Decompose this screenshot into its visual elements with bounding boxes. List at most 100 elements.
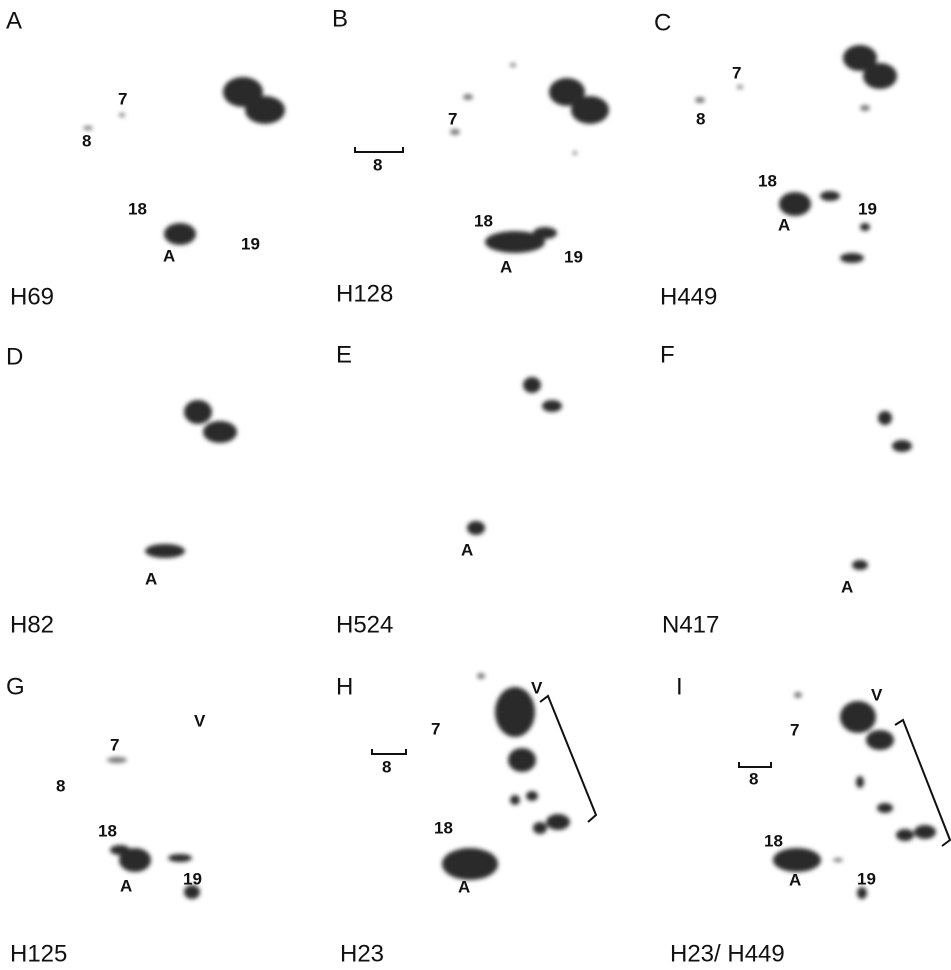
panel-letter: C (654, 9, 671, 36)
spot-label: 7 (118, 89, 127, 108)
spot (510, 63, 516, 67)
spot (878, 411, 892, 425)
spot (508, 748, 536, 772)
spot-label: A (120, 876, 132, 895)
spot (203, 421, 237, 443)
spot (856, 776, 864, 788)
spot-label: 7 (732, 63, 741, 82)
bracket (355, 147, 403, 152)
spot (467, 521, 485, 535)
spot (168, 854, 192, 862)
spot (184, 400, 212, 424)
spot-label: 19 (858, 199, 877, 218)
spot (840, 701, 876, 733)
spot (773, 848, 821, 872)
spot-label: 19 (183, 869, 202, 888)
brackets (355, 147, 950, 846)
spot-label: A (145, 569, 157, 588)
spot (571, 96, 609, 124)
spot (737, 85, 743, 89)
spot-label: 7 (110, 735, 119, 754)
spot (863, 63, 897, 89)
panel-letter: G (6, 673, 25, 700)
spot-label: 8 (382, 757, 391, 776)
spot (110, 845, 130, 855)
spot (857, 887, 867, 899)
figure: A 7 8 18 A 19 H69 B 7 8 18 A 19 H128 C 7… (0, 0, 951, 970)
spot-label: A (458, 877, 470, 896)
spot (896, 829, 914, 841)
spot-label: 18 (758, 171, 777, 190)
panel-name: H82 (10, 611, 54, 638)
spot (107, 757, 127, 763)
spot-label: 18 (128, 199, 147, 218)
spot-label: 7 (790, 720, 799, 739)
bracket (372, 749, 406, 754)
spot (450, 129, 460, 135)
spot-label: A (789, 870, 801, 889)
spot-label: A (778, 215, 790, 234)
panel-letter: I (676, 673, 683, 700)
spot-label: A (500, 257, 512, 276)
panel-name: N417 (662, 611, 719, 638)
labels: A 7 8 18 A 19 H69 B 7 8 18 A 19 H128 C 7… (6, 5, 883, 967)
spot (546, 814, 570, 830)
spot (533, 822, 547, 834)
spot (542, 400, 562, 412)
panel-name: H128 (336, 280, 393, 307)
spot-label: A (461, 540, 473, 559)
spot-label: 8 (82, 131, 91, 150)
spot (779, 192, 811, 216)
spot (145, 544, 185, 558)
spot-label: A (841, 577, 853, 596)
spot (573, 151, 577, 155)
panel-letter: B (332, 5, 348, 32)
spot-label: 8 (56, 776, 65, 795)
spot-label: 19 (564, 247, 583, 266)
spot (892, 440, 912, 452)
spot-label: 18 (434, 818, 453, 837)
spot (526, 791, 538, 801)
spot-label: V (531, 678, 543, 697)
spot-label: 8 (749, 769, 758, 788)
spot-label: 19 (241, 234, 260, 253)
spot (877, 803, 893, 813)
panel-letter: D (6, 343, 23, 370)
spot (914, 825, 936, 839)
panel-name: H449 (660, 283, 717, 310)
spot (164, 223, 196, 245)
spot-label: 19 (857, 869, 876, 888)
spot-label: A (163, 246, 175, 265)
spot-label: 18 (764, 831, 783, 850)
spot (442, 848, 498, 880)
spot (695, 97, 705, 103)
spot (119, 113, 125, 117)
spot (245, 96, 285, 124)
spot (860, 105, 870, 111)
spot (860, 223, 870, 231)
panel-name: H524 (336, 611, 393, 638)
spot (533, 227, 557, 239)
spot (852, 560, 868, 570)
spot-label: 7 (431, 719, 440, 738)
spot (820, 191, 840, 201)
spot-label: 8 (373, 155, 382, 174)
bracket (739, 762, 771, 767)
spot (794, 692, 802, 698)
spot (833, 858, 843, 862)
spot (83, 126, 93, 130)
spot (840, 253, 864, 263)
panel-name: H23 (340, 940, 384, 967)
spot (463, 94, 473, 100)
panel-letter: F (660, 341, 675, 368)
spot-label: 18 (98, 821, 117, 840)
spot-label: 8 (696, 109, 705, 128)
panel-name: H23/ H449 (670, 940, 785, 967)
panel-name: H125 (10, 940, 67, 967)
panel-name: H69 (10, 283, 54, 310)
spots (83, 45, 936, 899)
panel-letter: H (336, 673, 353, 700)
spot (477, 673, 485, 679)
panel-letter: A (6, 7, 22, 34)
spot-label: 7 (448, 109, 457, 128)
